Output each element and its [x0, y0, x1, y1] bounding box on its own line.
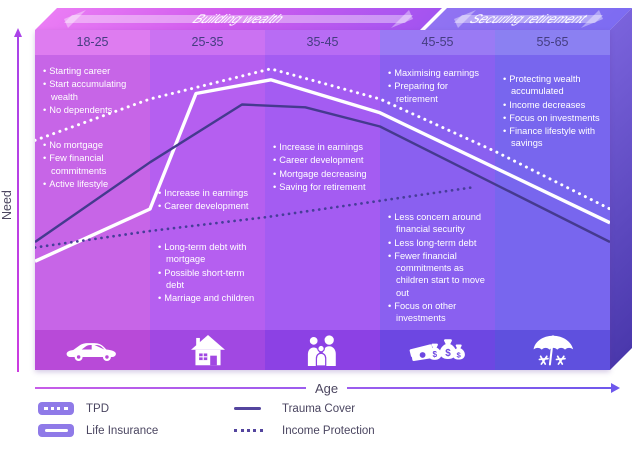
- bullet-group: Protecting wealth accumulatedIncome decr…: [495, 73, 610, 151]
- age-column-25-35: 25-35 Increase in earningsCareer develop…: [150, 30, 265, 370]
- icon-cell: [495, 330, 610, 370]
- bullet-item: Possible short-term debt: [158, 267, 261, 292]
- icon-cell: [150, 330, 265, 370]
- age-label: 45-55: [380, 30, 495, 55]
- bullet-item: Active lifestyle: [43, 178, 146, 190]
- svg-text:$: $: [456, 350, 461, 359]
- umbrella-icon: [533, 334, 573, 365]
- age-label: 25-35: [150, 30, 265, 55]
- bullet-item: Saving for retirement: [273, 181, 367, 193]
- bullet-item: Less long-term debt: [388, 237, 491, 249]
- bullet-group: No mortgageFew financial commitmentsActi…: [35, 139, 150, 191]
- legend-item-trauma-cover: Trauma Cover: [234, 402, 394, 415]
- column-content: Starting careerStart accumulating wealth…: [35, 55, 150, 330]
- age-axis-line: [35, 387, 306, 389]
- column-content: Increase in earningsCareer development Mo…: [265, 55, 380, 330]
- phase-banner-strip: Building wealth Securing retirement: [35, 8, 632, 30]
- bullet-item: Fewer financial commitments as children …: [388, 250, 491, 299]
- legend-item-income-protection: Income Protection: [234, 424, 394, 437]
- age-column-35-45: 35-45 Increase in earningsCareer develop…: [265, 30, 380, 370]
- chart-area: 18-25 Starting careerStart accumulating …: [35, 30, 610, 370]
- svg-text:$: $: [445, 348, 451, 359]
- legend-item-tpd: TPD: [38, 402, 198, 415]
- money-icon: $ $ $: [409, 339, 465, 361]
- house-icon: [190, 334, 225, 365]
- age-column-18-25: 18-25 Starting careerStart accumulating …: [35, 30, 150, 370]
- legend-label: Life Insurance: [86, 424, 159, 437]
- bullet-item: Start accumulating wealth: [43, 78, 146, 103]
- legend-label: Trauma Cover: [282, 402, 356, 415]
- bullet-item: Finance lifestyle with savings: [503, 125, 606, 150]
- banner-building-wealth: Building wealth: [35, 8, 442, 30]
- bullet-item: Maximising earnings: [388, 67, 491, 79]
- car-icon: [66, 342, 116, 361]
- trauma-cover-key-icon: [234, 407, 274, 410]
- bullet-item: Income decreases: [503, 99, 606, 111]
- income-protection-key-icon: [234, 429, 274, 432]
- age-axis-line: [347, 383, 620, 393]
- icon-cell: [265, 330, 380, 370]
- column-content: Protecting wealth accumulatedIncome decr…: [495, 55, 610, 330]
- age-column-55-65: 55-65 Protecting wealth accumulatedIncom…: [495, 30, 610, 370]
- bullet-item: Preparing for retirement: [388, 80, 491, 105]
- icon-cell: [35, 330, 150, 370]
- age-column-45-55: 45-55 Maximising earningsPreparing for r…: [380, 30, 495, 370]
- age-label: 35-45: [265, 30, 380, 55]
- bullet-item: Less concern around financial security: [388, 211, 491, 236]
- column-content: Increase in earningsCareer development L…: [150, 55, 265, 330]
- banner-label: Building wealth: [187, 12, 290, 26]
- family-icon: [307, 334, 336, 366]
- legend-label: Income Protection: [282, 424, 375, 437]
- bullet-group: Maximising earningsPreparing for retirem…: [380, 67, 495, 106]
- bullet-item: No dependents: [43, 104, 146, 116]
- bullet-group: Starting careerStart accumulating wealth…: [35, 65, 150, 117]
- icon-cell: $ $ $: [380, 330, 495, 370]
- bullet-group: Increase in earningsCareer development Mo…: [265, 141, 371, 194]
- banner-label: Securing retirement: [465, 12, 592, 26]
- bullet-item: Marriage and children: [158, 292, 261, 304]
- box-side-face: [610, 8, 632, 370]
- bullet-group: Long-term debt with mortgagePossible sho…: [150, 241, 265, 305]
- legend: TPD Trauma Cover Life Insurance Income P…: [38, 402, 394, 437]
- bullet-item: Long-term debt with mortgage: [158, 241, 261, 266]
- column-content: Maximising earningsPreparing for retirem…: [380, 55, 495, 330]
- bullet-item: Focus on investments: [503, 112, 606, 124]
- bullet-item: No mortgage: [43, 139, 146, 151]
- bullet-item: Starting career: [43, 65, 146, 77]
- bullet-item: Increase in earnings: [158, 187, 249, 199]
- need-axis-arrow: [14, 28, 22, 372]
- bullet-item: Few financial commitments: [43, 152, 146, 177]
- age-label: 55-65: [495, 30, 610, 55]
- bullet-item: Career development: [273, 154, 367, 166]
- bullet-group: Less concern around financial securityLe…: [380, 211, 495, 325]
- svg-text:$: $: [432, 350, 437, 359]
- bullet-item: Mortgage decreasing: [273, 168, 366, 180]
- legend-item-life-insurance: Life Insurance: [38, 424, 198, 437]
- life-insurance-key-icon: [38, 424, 78, 437]
- bullet-item: Protecting wealth accumulated: [503, 73, 606, 98]
- age-label: 18-25: [35, 30, 150, 55]
- bullet-item: Career development: [158, 200, 248, 212]
- bullet-item: Increase in earnings: [273, 141, 367, 153]
- age-axis-arrow: Age: [35, 380, 620, 396]
- bullet-item: Focus on other investments: [388, 300, 491, 325]
- banner-securing-retirement: Securing retirement: [425, 8, 632, 30]
- bullet-group: Increase in earningsCareer development: [150, 187, 253, 214]
- age-axis-label: Age: [314, 380, 339, 396]
- tpd-key-icon: [38, 402, 78, 415]
- need-axis-label: Need: [0, 190, 14, 220]
- legend-label: TPD: [86, 402, 109, 415]
